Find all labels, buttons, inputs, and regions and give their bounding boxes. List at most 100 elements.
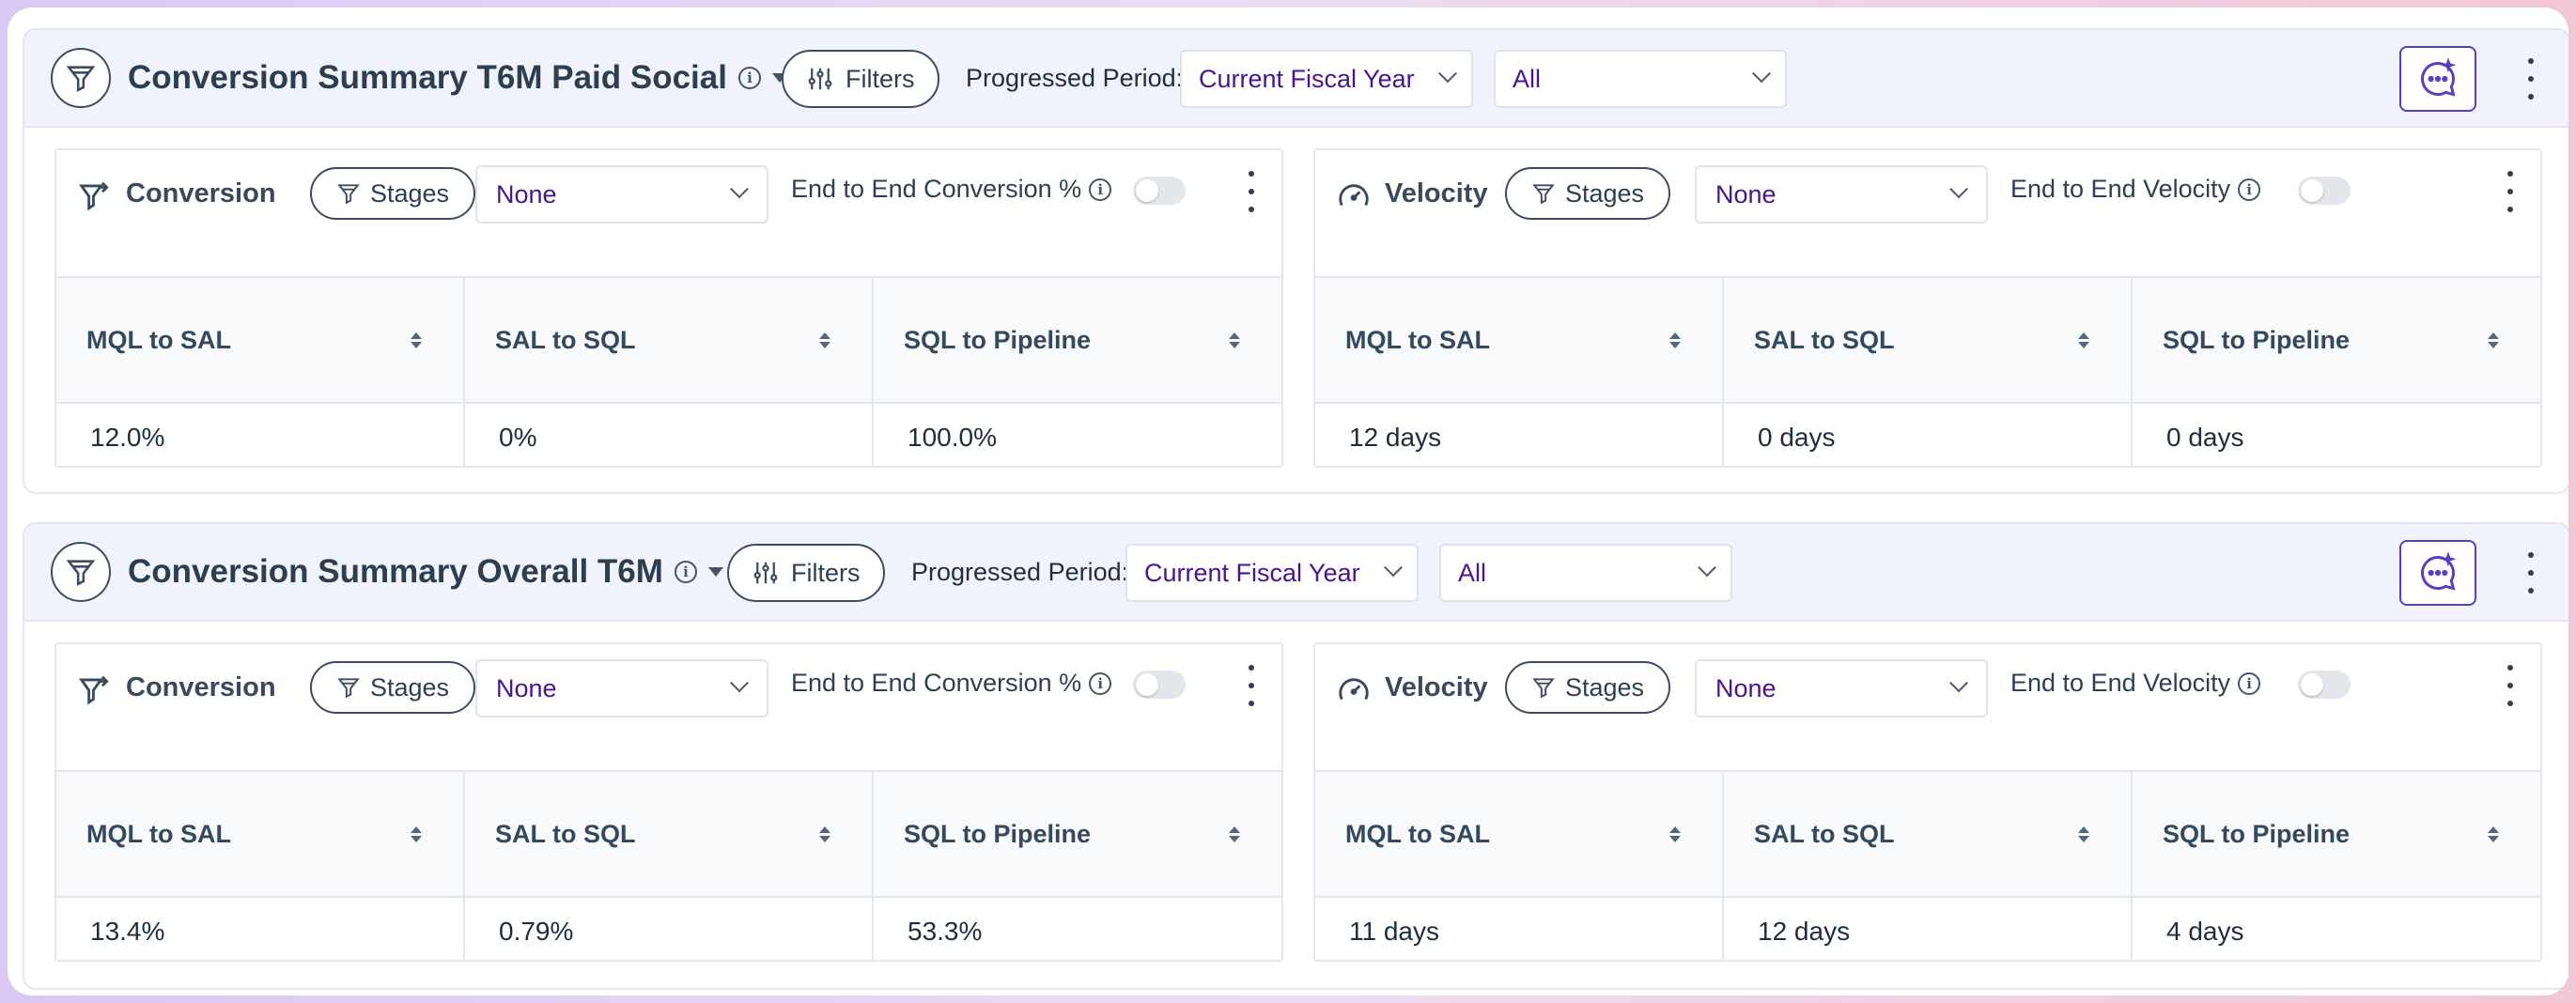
conversion-table: MQL to SAL SAL to SQL SQL to Pipeline 12… <box>56 276 1281 466</box>
caret-down-icon[interactable] <box>707 567 723 577</box>
toggle-label-text: End to End Conversion % <box>791 175 1082 203</box>
toggle-label-text: End to End Velocity <box>2010 175 2231 203</box>
caret-down-icon[interactable] <box>771 73 787 83</box>
conversion-funnel-icon <box>78 675 109 705</box>
card-header: Velocity Stages None End to End Velocity… <box>1315 644 2540 764</box>
velocity-card: Velocity Stages None End to End Velocity… <box>1313 642 2542 962</box>
column-header[interactable]: SQL to Pipeline <box>2133 278 2540 404</box>
scope-select[interactable]: All <box>1494 50 1787 108</box>
column-header[interactable]: SQL to Pipeline <box>874 772 1281 898</box>
progressed-period-label: Progressed Period: <box>966 64 1184 92</box>
chevron-down-icon <box>730 179 749 199</box>
scope-select-value: All <box>1513 64 1542 93</box>
ai-chat-icon <box>2421 58 2457 97</box>
speedometer-icon <box>1339 678 1369 701</box>
period-select[interactable]: Current Fiscal Year <box>1125 544 1419 602</box>
sort-icon <box>819 826 830 842</box>
summary-panel-overall: Conversion Summary Overall T6M i Filters… <box>23 522 2568 990</box>
column-header[interactable]: MQL to SAL <box>56 772 465 898</box>
card-title: Conversion <box>126 178 276 208</box>
column-header[interactable]: MQL to SAL <box>1315 278 1724 404</box>
info-icon[interactable]: i <box>1089 671 1112 695</box>
sort-icon <box>819 332 830 348</box>
conversion-stage-select[interactable]: None <box>475 659 768 718</box>
ai-chat-icon <box>2421 552 2457 591</box>
table-cell: 0% <box>465 404 874 466</box>
table-cell: 11 days <box>1315 898 1724 960</box>
funnel-icon <box>1532 678 1555 699</box>
column-header[interactable]: MQL to SAL <box>56 278 465 404</box>
column-header[interactable]: SQL to Pipeline <box>874 278 1281 404</box>
card-title: Conversion <box>126 672 276 702</box>
chevron-down-icon <box>1949 179 1968 199</box>
velocity-table: MQL to SAL SAL to SQL SQL to Pipeline 11… <box>1315 770 2540 960</box>
column-header[interactable]: SAL to SQL <box>1724 278 2133 404</box>
stages-button[interactable]: Stages <box>310 167 476 220</box>
end-to-end-velocity-toggle[interactable] <box>2298 671 2351 699</box>
column-header[interactable]: SAL to SQL <box>465 278 874 404</box>
table-cell: 0.79% <box>465 898 874 960</box>
panel-more-menu[interactable] <box>2522 58 2540 100</box>
card-more-menu[interactable] <box>2501 171 2520 212</box>
conversion-card: Conversion Stages None End to End Conver… <box>54 148 1283 468</box>
conversion-stage-select[interactable]: None <box>475 165 768 224</box>
column-header[interactable]: SAL to SQL <box>465 772 874 898</box>
card-more-menu[interactable] <box>2501 665 2520 706</box>
app-frame: Conversion Summary T6M Paid Social i Fil… <box>8 8 2568 995</box>
funnel-icon <box>337 678 360 699</box>
stages-label: Stages <box>1565 178 1645 208</box>
info-icon[interactable]: i <box>2238 671 2261 695</box>
stages-label: Stages <box>370 672 450 702</box>
column-header[interactable]: SAL to SQL <box>1724 772 2133 898</box>
table-cell: 0 days <box>1724 404 2133 466</box>
funnel-icon <box>51 48 111 108</box>
period-select-value: Current Fiscal Year <box>1144 558 1360 587</box>
filters-button[interactable]: Filters <box>727 544 885 602</box>
period-select[interactable]: Current Fiscal Year <box>1180 50 1473 108</box>
stages-button[interactable]: Stages <box>1505 167 1671 220</box>
chevron-down-icon <box>1949 673 1968 693</box>
chevron-down-icon <box>1752 64 1771 84</box>
ai-chat-button[interactable] <box>2399 540 2476 606</box>
chevron-down-icon <box>1438 64 1457 84</box>
end-to-end-conversion-toggle[interactable] <box>1133 177 1186 205</box>
info-icon[interactable]: i <box>737 67 761 89</box>
info-icon[interactable]: i <box>1089 177 1112 201</box>
panel-title-row: Conversion Summary T6M Paid Social i <box>128 59 787 97</box>
filters-button[interactable]: Filters <box>782 50 939 108</box>
card-header: Velocity Stages None End to End Velocity… <box>1315 150 2540 270</box>
end-to-end-velocity-toggle[interactable] <box>2298 177 2351 205</box>
velocity-stage-select[interactable]: None <box>1695 165 1988 224</box>
column-header[interactable]: SQL to Pipeline <box>2133 772 2540 898</box>
info-icon[interactable]: i <box>674 561 697 583</box>
scope-select-value: All <box>1458 558 1487 587</box>
ai-chat-button[interactable] <box>2399 46 2476 112</box>
chevron-down-icon <box>730 673 749 693</box>
sort-icon <box>411 826 422 842</box>
table-cell: 4 days <box>2166 917 2244 946</box>
card-more-menu[interactable] <box>1242 171 1261 212</box>
card-more-menu[interactable] <box>1242 665 1261 706</box>
scope-select[interactable]: All <box>1439 544 1732 602</box>
toggle-label-text: End to End Conversion % <box>791 669 1082 697</box>
conversion-table: MQL to SAL SAL to SQL SQL to Pipeline 13… <box>56 770 1281 960</box>
panel-title: Conversion Summary Overall T6M <box>128 553 663 590</box>
column-header[interactable]: MQL to SAL <box>1315 772 1724 898</box>
panel-more-menu[interactable] <box>2522 552 2540 594</box>
select-value: None <box>1715 673 1777 702</box>
sort-icon <box>2488 332 2499 348</box>
panel-title-row: Conversion Summary Overall T6M i <box>128 553 723 591</box>
stages-label: Stages <box>1565 672 1645 702</box>
summary-panel-paid-social: Conversion Summary T6M Paid Social i Fil… <box>23 28 2568 494</box>
panel-header: Conversion Summary Overall T6M i Filters… <box>24 524 2568 622</box>
table-cell: 53.3% <box>908 917 983 946</box>
info-icon[interactable]: i <box>2238 177 2261 201</box>
stages-button[interactable]: Stages <box>1505 661 1671 714</box>
stages-label: Stages <box>370 178 450 208</box>
sliders-icon <box>808 68 832 90</box>
stages-button[interactable]: Stages <box>310 661 476 714</box>
end-to-end-velocity-label: End to End Velocity i <box>2010 669 2261 698</box>
end-to-end-conversion-toggle[interactable] <box>1133 671 1186 699</box>
panel-header: Conversion Summary T6M Paid Social i Fil… <box>24 30 2568 128</box>
velocity-stage-select[interactable]: None <box>1695 659 1988 718</box>
